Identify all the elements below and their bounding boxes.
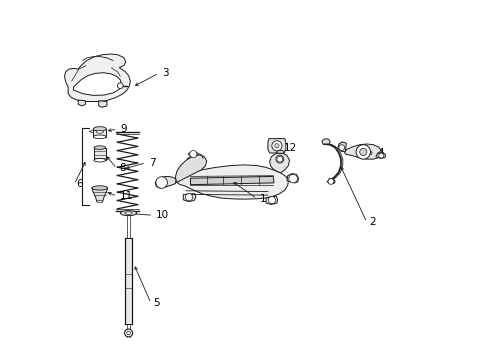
Circle shape [338,145,344,150]
Text: 3: 3 [162,68,168,78]
Text: 6: 6 [77,179,83,189]
Polygon shape [99,101,107,107]
Polygon shape [286,174,298,183]
Polygon shape [176,165,288,199]
Text: 2: 2 [368,217,375,228]
Circle shape [359,148,366,156]
Ellipse shape [94,158,105,162]
Ellipse shape [188,152,198,156]
Text: 7: 7 [148,158,155,168]
Circle shape [327,179,333,184]
Text: 4: 4 [377,148,384,158]
Circle shape [185,194,192,201]
Polygon shape [190,176,273,185]
Ellipse shape [96,130,103,133]
Polygon shape [73,73,121,95]
Circle shape [268,197,275,204]
Ellipse shape [120,211,137,216]
Text: 1: 1 [259,194,265,204]
Circle shape [117,83,123,89]
Circle shape [189,150,197,158]
Polygon shape [92,188,107,202]
Text: 11: 11 [120,191,133,201]
Ellipse shape [92,186,107,190]
Polygon shape [183,194,196,202]
Polygon shape [375,153,385,158]
Polygon shape [155,176,176,188]
Circle shape [378,153,383,158]
Text: 8: 8 [119,163,125,174]
Ellipse shape [93,127,106,131]
Polygon shape [175,155,206,182]
Ellipse shape [126,331,130,335]
Polygon shape [125,238,132,324]
Circle shape [271,141,282,151]
Polygon shape [269,153,289,173]
Ellipse shape [125,212,132,214]
Polygon shape [78,100,85,106]
Text: 10: 10 [156,210,169,220]
Text: 9: 9 [120,124,126,134]
Circle shape [276,156,282,162]
Polygon shape [93,129,106,137]
Polygon shape [326,179,335,184]
Ellipse shape [97,201,102,203]
Ellipse shape [276,150,284,153]
Polygon shape [337,142,346,152]
Polygon shape [265,196,277,204]
Polygon shape [344,144,381,159]
Text: 5: 5 [153,298,160,308]
Polygon shape [94,148,105,160]
Text: 12: 12 [284,143,297,153]
Circle shape [355,145,370,159]
Ellipse shape [275,155,283,163]
Polygon shape [64,54,130,102]
Polygon shape [321,139,329,144]
Circle shape [156,177,167,188]
Circle shape [288,174,297,183]
Ellipse shape [94,146,105,149]
Circle shape [274,144,279,148]
Ellipse shape [93,135,106,139]
Polygon shape [267,139,285,153]
Ellipse shape [124,329,132,337]
